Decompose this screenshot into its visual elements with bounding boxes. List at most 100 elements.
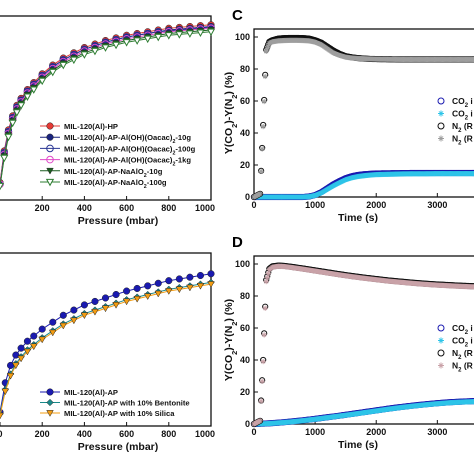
y-tick-label: 0 xyxy=(245,192,250,202)
data-point xyxy=(101,294,110,302)
legend-marker xyxy=(46,144,54,153)
x-tick-label: 2000 xyxy=(366,427,386,437)
data-point xyxy=(91,297,99,305)
subscript: 2 xyxy=(172,150,175,156)
plot-frame xyxy=(253,28,474,198)
legend-marker xyxy=(46,167,54,175)
data-point xyxy=(144,282,152,290)
legend-marker-d2 xyxy=(438,136,444,141)
subscript: 2 xyxy=(230,95,239,99)
x-axis-label: Time (s) xyxy=(338,439,378,451)
data-point xyxy=(259,146,265,152)
legend-marker xyxy=(438,135,444,142)
subscript: 2 xyxy=(458,141,462,147)
legend-label: MIL-120(Al)-AP-Al(OH)(Oacac)2-100g xyxy=(64,144,196,156)
y-tick-label: 40 xyxy=(240,128,250,138)
data-point xyxy=(262,73,268,80)
data-point xyxy=(133,295,141,303)
data-point xyxy=(48,68,57,77)
data-point xyxy=(16,102,26,110)
label-part: -10g xyxy=(147,167,163,176)
data-point xyxy=(122,298,131,306)
data-point-d2 xyxy=(471,58,474,62)
y-tick-label: 60 xyxy=(240,96,250,106)
subscript: 2 xyxy=(465,103,469,109)
data-point xyxy=(185,30,195,38)
subscript: 2 xyxy=(230,124,239,128)
data-point-d2 xyxy=(471,401,474,404)
panel-b-isotherm-chart: 0 200 400 600 800 1000 Pressure (mbar) MIL-120(… xyxy=(0,252,215,453)
label-part: MIL-120(Al)-HP xyxy=(64,122,118,131)
x-tick-label: 0 xyxy=(251,200,256,210)
plot-frame xyxy=(253,255,474,425)
x-tick-label: 400 xyxy=(77,429,92,439)
label-part: i xyxy=(468,96,473,106)
x-axis-label: Pressure (mbar) xyxy=(78,441,159,453)
data-point xyxy=(12,362,20,370)
legend-marker xyxy=(46,398,54,407)
y-tick-label: 40 xyxy=(240,355,250,365)
plot-frame xyxy=(0,252,212,427)
legend-label: MIL-120(Al)-AP with 10% Silica xyxy=(64,409,175,418)
series-2 xyxy=(251,171,474,200)
label-part: )-Y(N xyxy=(223,326,235,351)
data-point xyxy=(471,171,474,177)
x-tick-label: 1000 xyxy=(305,200,325,210)
data-point-d2 xyxy=(266,271,271,276)
data-point xyxy=(263,279,269,285)
data-point xyxy=(123,287,131,295)
data-point xyxy=(175,275,183,283)
data-point xyxy=(133,284,141,293)
data-point xyxy=(165,288,173,295)
plot-frame xyxy=(0,15,212,201)
data-point xyxy=(258,168,264,174)
data-point xyxy=(257,191,263,197)
data-point xyxy=(206,28,216,37)
x-tick-label: 1000 xyxy=(195,203,215,213)
label-part: Y(CO xyxy=(223,355,235,381)
subscript: 2 xyxy=(144,184,147,190)
legend-label: MIL-120(Al)-AP with 10% Bentonite xyxy=(64,399,190,408)
x-tick-label: 0 xyxy=(0,429,3,439)
data-point-d2 xyxy=(260,146,265,152)
label-part: MIL-120(Al)-AP-Al(OH)(Oacac) xyxy=(64,156,173,165)
data-point xyxy=(175,31,184,39)
data-point xyxy=(260,359,266,365)
x-tick-label: 1000 xyxy=(305,427,325,437)
data-point xyxy=(17,344,25,352)
y-tick-label: 80 xyxy=(240,64,250,74)
x-tick-label: 3000 xyxy=(427,200,447,210)
label-part: Y(CO xyxy=(223,128,235,154)
panel-letter: D xyxy=(232,234,243,251)
label-part: (R xyxy=(461,121,472,131)
label-part: ) (%) xyxy=(223,299,235,322)
data-point xyxy=(101,305,110,313)
data-point xyxy=(17,355,25,363)
data-point xyxy=(23,93,32,101)
legend-marker xyxy=(46,133,54,141)
data-point xyxy=(80,51,89,59)
data-point xyxy=(59,322,68,330)
data-point xyxy=(30,343,38,351)
legend-marker xyxy=(45,178,55,187)
label-part: -10g xyxy=(175,133,191,142)
label-part: )-Y(N xyxy=(223,99,235,124)
data-point xyxy=(0,154,9,163)
data-point xyxy=(260,124,266,130)
data-point xyxy=(59,311,67,319)
data-point xyxy=(112,302,120,309)
subscript: 2 xyxy=(458,128,462,134)
series-4 xyxy=(251,37,474,200)
data-point xyxy=(91,308,99,316)
x-tick-label: 600 xyxy=(119,203,134,213)
x-tick-label: 600 xyxy=(119,429,134,439)
x-tick-label: 0 xyxy=(251,427,256,437)
label-part: -1kg xyxy=(175,156,191,165)
label-part: MIL-120(Al)-AP-Al(OH)(Oacac) xyxy=(64,144,173,153)
label-part: N xyxy=(452,121,458,131)
data-point xyxy=(262,305,268,311)
data-point-d2 xyxy=(261,124,266,129)
